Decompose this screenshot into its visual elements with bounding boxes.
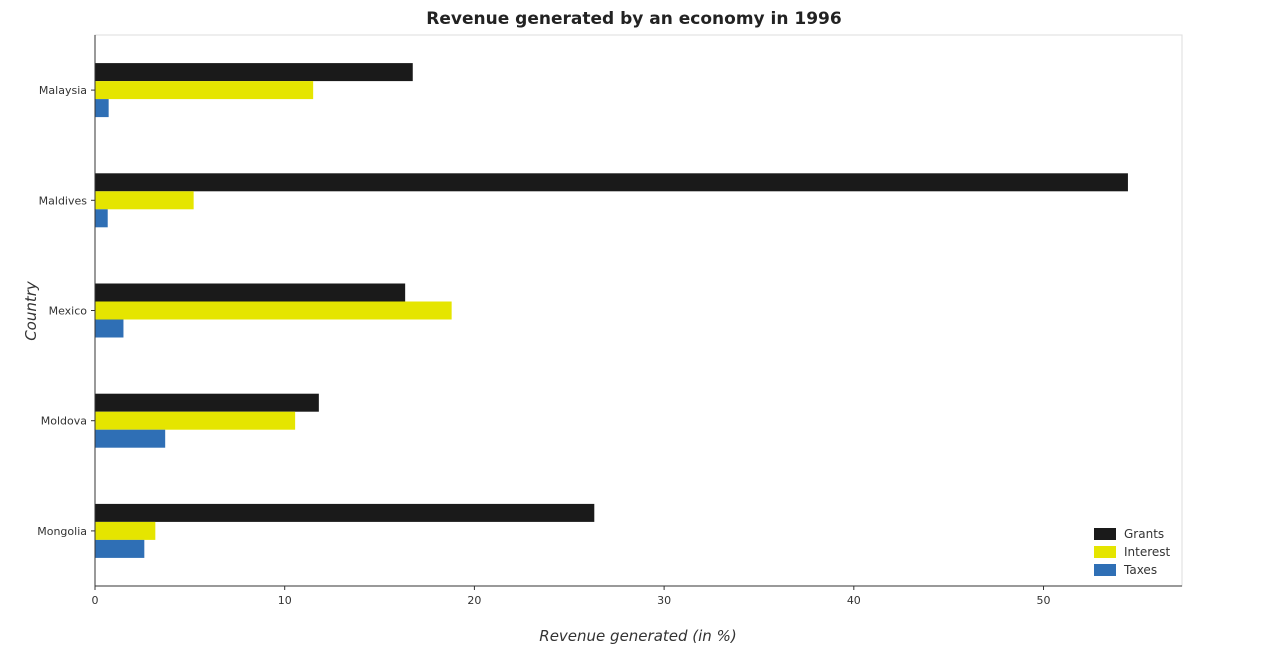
y-tick-label: Maldives xyxy=(39,194,88,207)
x-tick-label: 20 xyxy=(467,594,481,607)
x-tick-label: 50 xyxy=(1037,594,1051,607)
bar-interest-mongolia xyxy=(95,521,156,540)
x-tick-label: 10 xyxy=(278,594,292,607)
legend-label-interest: Interest xyxy=(1124,545,1171,559)
bar-taxes-malaysia xyxy=(95,99,109,118)
bar-taxes-moldova xyxy=(95,429,166,448)
legend-label-grants: Grants xyxy=(1124,527,1164,541)
legend-label-taxes: Taxes xyxy=(1123,563,1157,577)
bar-taxes-maldives xyxy=(95,209,108,228)
y-axis-label: Country xyxy=(22,280,40,341)
bar-grants-moldova xyxy=(95,393,319,412)
bar-taxes-mongolia xyxy=(95,539,145,558)
bar-interest-malaysia xyxy=(95,81,314,100)
x-tick-label: 0 xyxy=(92,594,99,607)
legend-swatch-grants xyxy=(1094,528,1116,540)
x-axis-label: Revenue generated (in %) xyxy=(539,627,736,645)
y-axis: Malaysia Maldives Mexico Moldova Mongolia xyxy=(37,35,96,586)
bar-grants-maldives xyxy=(95,173,1128,192)
bar-interest-mexico xyxy=(95,301,452,320)
bar-grants-malaysia xyxy=(95,63,413,82)
bar-grants-mongolia xyxy=(95,503,595,522)
bar-layer xyxy=(95,63,1128,558)
y-tick-label: Malaysia xyxy=(39,84,87,97)
y-tick-label: Moldova xyxy=(41,415,87,428)
y-tick-label: Mongolia xyxy=(37,525,87,538)
bar-taxes-mexico xyxy=(95,319,124,338)
bar-grants-mexico xyxy=(95,283,406,302)
legend-swatch-interest xyxy=(1094,546,1116,558)
bar-interest-moldova xyxy=(95,411,296,430)
x-axis: 0 10 20 30 40 50 xyxy=(92,585,1182,607)
bar-interest-maldives xyxy=(95,191,194,210)
legend-swatch-taxes xyxy=(1094,564,1116,576)
x-tick-label: 40 xyxy=(847,594,861,607)
y-tick-label: Mexico xyxy=(49,305,88,318)
x-tick-label: 30 xyxy=(657,594,671,607)
legend: Grants Interest Taxes xyxy=(1094,527,1171,577)
chart-title: Revenue generated by an economy in 1996 xyxy=(426,9,841,29)
